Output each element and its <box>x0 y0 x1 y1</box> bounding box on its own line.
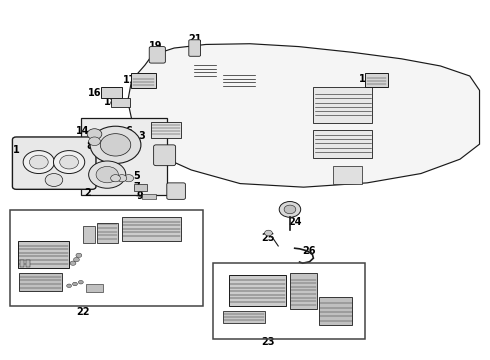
Text: 12: 12 <box>104 171 118 181</box>
FancyBboxPatch shape <box>111 98 130 107</box>
Text: 8: 8 <box>86 141 93 151</box>
Circle shape <box>45 174 63 186</box>
Circle shape <box>70 261 76 265</box>
Circle shape <box>76 253 82 257</box>
Circle shape <box>279 202 301 217</box>
Circle shape <box>67 284 72 288</box>
Text: 24: 24 <box>288 217 301 227</box>
Text: 10: 10 <box>158 157 171 167</box>
Bar <box>83 226 95 243</box>
Text: 15: 15 <box>360 74 373 84</box>
Circle shape <box>124 175 134 182</box>
Circle shape <box>100 134 131 156</box>
Circle shape <box>89 161 126 188</box>
Text: 9: 9 <box>136 191 143 201</box>
Bar <box>229 275 286 306</box>
Bar <box>134 184 147 192</box>
Bar <box>19 273 62 291</box>
Bar <box>314 87 372 123</box>
Text: 25: 25 <box>262 233 275 243</box>
Text: 20: 20 <box>169 189 182 199</box>
Circle shape <box>117 175 127 182</box>
Text: 13: 13 <box>129 139 143 149</box>
Circle shape <box>87 129 102 139</box>
Circle shape <box>74 257 79 262</box>
FancyBboxPatch shape <box>189 40 200 56</box>
Text: 4: 4 <box>161 124 168 134</box>
FancyBboxPatch shape <box>365 73 388 87</box>
Circle shape <box>96 166 119 183</box>
FancyBboxPatch shape <box>81 118 167 195</box>
Bar <box>18 241 69 268</box>
Text: 3: 3 <box>138 131 145 141</box>
Text: 11: 11 <box>115 171 128 181</box>
Bar <box>223 311 265 323</box>
Bar <box>10 210 203 306</box>
Circle shape <box>284 205 296 214</box>
Bar <box>26 260 30 267</box>
Bar <box>98 223 118 243</box>
Circle shape <box>265 230 272 236</box>
Circle shape <box>29 155 48 169</box>
Text: 23: 23 <box>262 337 275 347</box>
Circle shape <box>23 150 54 174</box>
FancyBboxPatch shape <box>167 183 185 199</box>
Text: 2: 2 <box>84 188 91 198</box>
Bar <box>333 166 362 184</box>
FancyBboxPatch shape <box>12 137 96 189</box>
FancyBboxPatch shape <box>101 87 122 98</box>
Circle shape <box>90 126 141 163</box>
FancyBboxPatch shape <box>149 46 165 63</box>
Circle shape <box>60 155 78 169</box>
Text: 7: 7 <box>133 182 140 192</box>
FancyBboxPatch shape <box>131 73 156 88</box>
Circle shape <box>73 282 77 286</box>
Text: 26: 26 <box>303 246 316 256</box>
Bar <box>122 217 180 241</box>
Text: 17: 17 <box>123 75 137 85</box>
Polygon shape <box>128 44 480 187</box>
Text: 21: 21 <box>189 35 202 44</box>
Bar <box>151 122 180 138</box>
Bar <box>86 284 103 292</box>
Circle shape <box>111 175 121 182</box>
Text: 19: 19 <box>149 41 163 50</box>
Text: 16: 16 <box>88 88 101 98</box>
Circle shape <box>89 137 100 145</box>
Bar <box>319 297 352 325</box>
Bar <box>213 263 365 338</box>
Text: 1: 1 <box>13 144 20 154</box>
Bar <box>290 273 317 309</box>
Circle shape <box>78 280 83 284</box>
FancyBboxPatch shape <box>154 145 175 166</box>
Text: 5: 5 <box>133 171 140 181</box>
Text: 18: 18 <box>104 97 118 107</box>
Bar <box>314 130 372 158</box>
Text: 22: 22 <box>76 307 90 317</box>
Bar <box>143 194 156 199</box>
Bar <box>20 260 24 267</box>
Text: 6: 6 <box>125 126 132 135</box>
Text: 14: 14 <box>76 126 90 135</box>
Circle shape <box>53 150 85 174</box>
